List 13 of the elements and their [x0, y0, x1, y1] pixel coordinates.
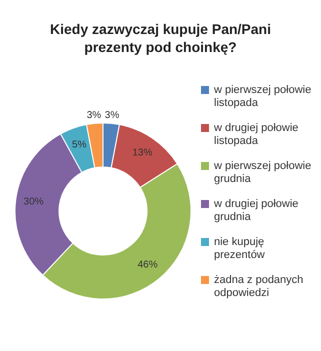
legend-label: nie kupuję prezentów	[214, 236, 266, 262]
data-label: 46%	[138, 259, 158, 270]
legend-label: w drugiej połowie grudnia	[214, 198, 300, 224]
chart-title: Kiedy zazwyczaj kupuje Pan/Pani prezenty pod choinkę?	[49, 20, 272, 56]
legend-label: w pierwszej połowie listopada	[214, 84, 312, 110]
legend-label: żadna z podanych odpowiedzi	[214, 274, 304, 300]
legend-label: w pierwszej połowie grudnia	[214, 160, 312, 186]
data-label: 3%	[104, 110, 120, 121]
data-label: 13%	[132, 148, 152, 159]
legend-label: w drugiej połowie listopada	[214, 122, 300, 148]
data-label: 30%	[24, 196, 44, 208]
data-label: 3%	[86, 110, 102, 121]
data-label: 5%	[72, 140, 87, 151]
